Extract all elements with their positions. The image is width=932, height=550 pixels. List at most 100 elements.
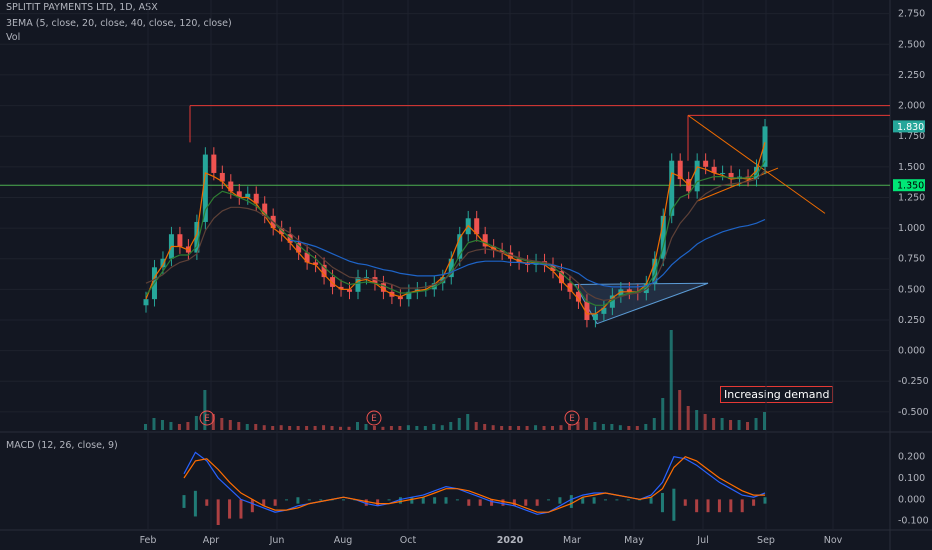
ema-40-line (145, 170, 766, 302)
volume-bar (542, 426, 546, 430)
volume-bar (737, 420, 741, 430)
macd-histogram-bar (512, 499, 516, 506)
macd-line (183, 451, 766, 515)
volume-bar (584, 418, 588, 430)
volume-bar (729, 420, 733, 430)
candle-body (669, 160, 675, 216)
volume-bar (593, 422, 597, 430)
candle-body (219, 172, 225, 182)
macd-histogram-bar (615, 499, 619, 501)
candle-body (313, 262, 319, 265)
macd-histogram-bar (569, 495, 573, 508)
chart-title: SPLITIT PAYMENTS LTD, 1D, ASX (6, 2, 158, 13)
x-tick-label: Nov (824, 535, 843, 546)
macd-histogram-bar (307, 499, 311, 501)
macd-indicator-legend[interactable]: MACD (12, 26, close, 9) (6, 440, 118, 451)
volume-bar (330, 426, 334, 430)
candle-body (245, 193, 251, 198)
candle-body (347, 289, 353, 292)
candle-body (304, 252, 310, 263)
candle-body (355, 277, 361, 292)
earnings-marker-label: E (204, 414, 210, 424)
macd-histogram-bar (216, 499, 220, 525)
volume-bar (525, 426, 529, 430)
macd-histogram-bar (421, 497, 425, 504)
volume-bar (313, 426, 317, 430)
macd-histogram-bar (683, 499, 687, 506)
x-tick-label: 2020 (497, 535, 524, 546)
volume-bar (601, 424, 605, 430)
x-tick-label: Jun (269, 535, 285, 546)
macd-histogram-bar (285, 499, 289, 501)
volume-bar (186, 422, 190, 430)
volume-bar (288, 426, 292, 430)
volume-bar (627, 426, 631, 430)
y-tick-label: 2.500 (898, 39, 925, 50)
earnings-marker (366, 410, 382, 426)
candle-body (652, 258, 658, 284)
x-tick-label: Oct (400, 535, 417, 546)
candle-body (143, 299, 149, 306)
volume-bar (194, 416, 198, 430)
volume-bar (440, 425, 444, 430)
earnings-marker-label: E (371, 414, 377, 424)
candle-body (177, 234, 183, 247)
candle-body (720, 172, 726, 174)
macd-histogram-bar (604, 499, 608, 501)
macd-histogram-bar (592, 497, 596, 504)
macd-histogram-bar (478, 499, 482, 506)
candle-body (711, 166, 717, 173)
candle-body (253, 193, 259, 204)
volume-bar (228, 420, 232, 430)
price-tag-label: 1.350 (897, 181, 924, 192)
candle-body (677, 160, 683, 180)
y-tick-label: -0.500 (898, 407, 929, 418)
macd-y-tick-label: 0.100 (898, 473, 925, 484)
volume-bar (517, 426, 521, 430)
increasing-demand-annotation[interactable]: Increasing demand (720, 386, 834, 403)
candle-body (160, 258, 166, 268)
volume-bar (220, 418, 224, 430)
candle-body (397, 296, 403, 300)
candle-body (626, 289, 632, 292)
macd-histogram-bar (717, 499, 721, 513)
candle-body (380, 283, 386, 292)
candle-body (643, 283, 649, 294)
y-tick-label: 0.250 (898, 315, 925, 326)
candle-body (660, 215, 666, 259)
volume-bar (144, 424, 147, 430)
volume-bar (364, 424, 368, 430)
price-tag (893, 179, 925, 192)
volume-bar (652, 418, 656, 430)
macd-histogram-bar (649, 497, 653, 504)
macd-histogram-bar (740, 499, 744, 513)
macd-histogram-bar (763, 497, 767, 504)
macd-histogram-bar (455, 499, 459, 501)
y-tick-label: 1.000 (898, 223, 925, 234)
candle-body (609, 295, 615, 308)
candle-body (457, 234, 463, 259)
macd-histogram-bar (444, 497, 448, 504)
candle-body (406, 291, 412, 300)
macd-histogram-bar (296, 497, 300, 504)
macd-histogram-bar (193, 490, 197, 517)
macd-histogram-bar (228, 499, 232, 519)
volume-bar (618, 425, 622, 430)
volume-bar (491, 425, 495, 430)
volume-bar (322, 425, 326, 430)
volume-indicator-legend[interactable]: Vol (6, 32, 21, 43)
earnings-marker (564, 410, 580, 426)
macd-histogram-bar (752, 499, 756, 506)
candle-body (330, 277, 336, 287)
volume-bar (686, 406, 690, 430)
volume-bar (703, 414, 707, 430)
y-tick-label: 2.000 (898, 101, 925, 112)
candle-body (194, 221, 200, 253)
candle-body (482, 234, 488, 247)
candle-body (592, 313, 598, 320)
macd-histogram-bar (410, 497, 414, 504)
volume-bar (177, 424, 181, 430)
ema-indicator-legend[interactable]: 3EMA (5, close, 20, close, 40, close, 12… (6, 18, 232, 29)
candle-body (499, 250, 505, 253)
